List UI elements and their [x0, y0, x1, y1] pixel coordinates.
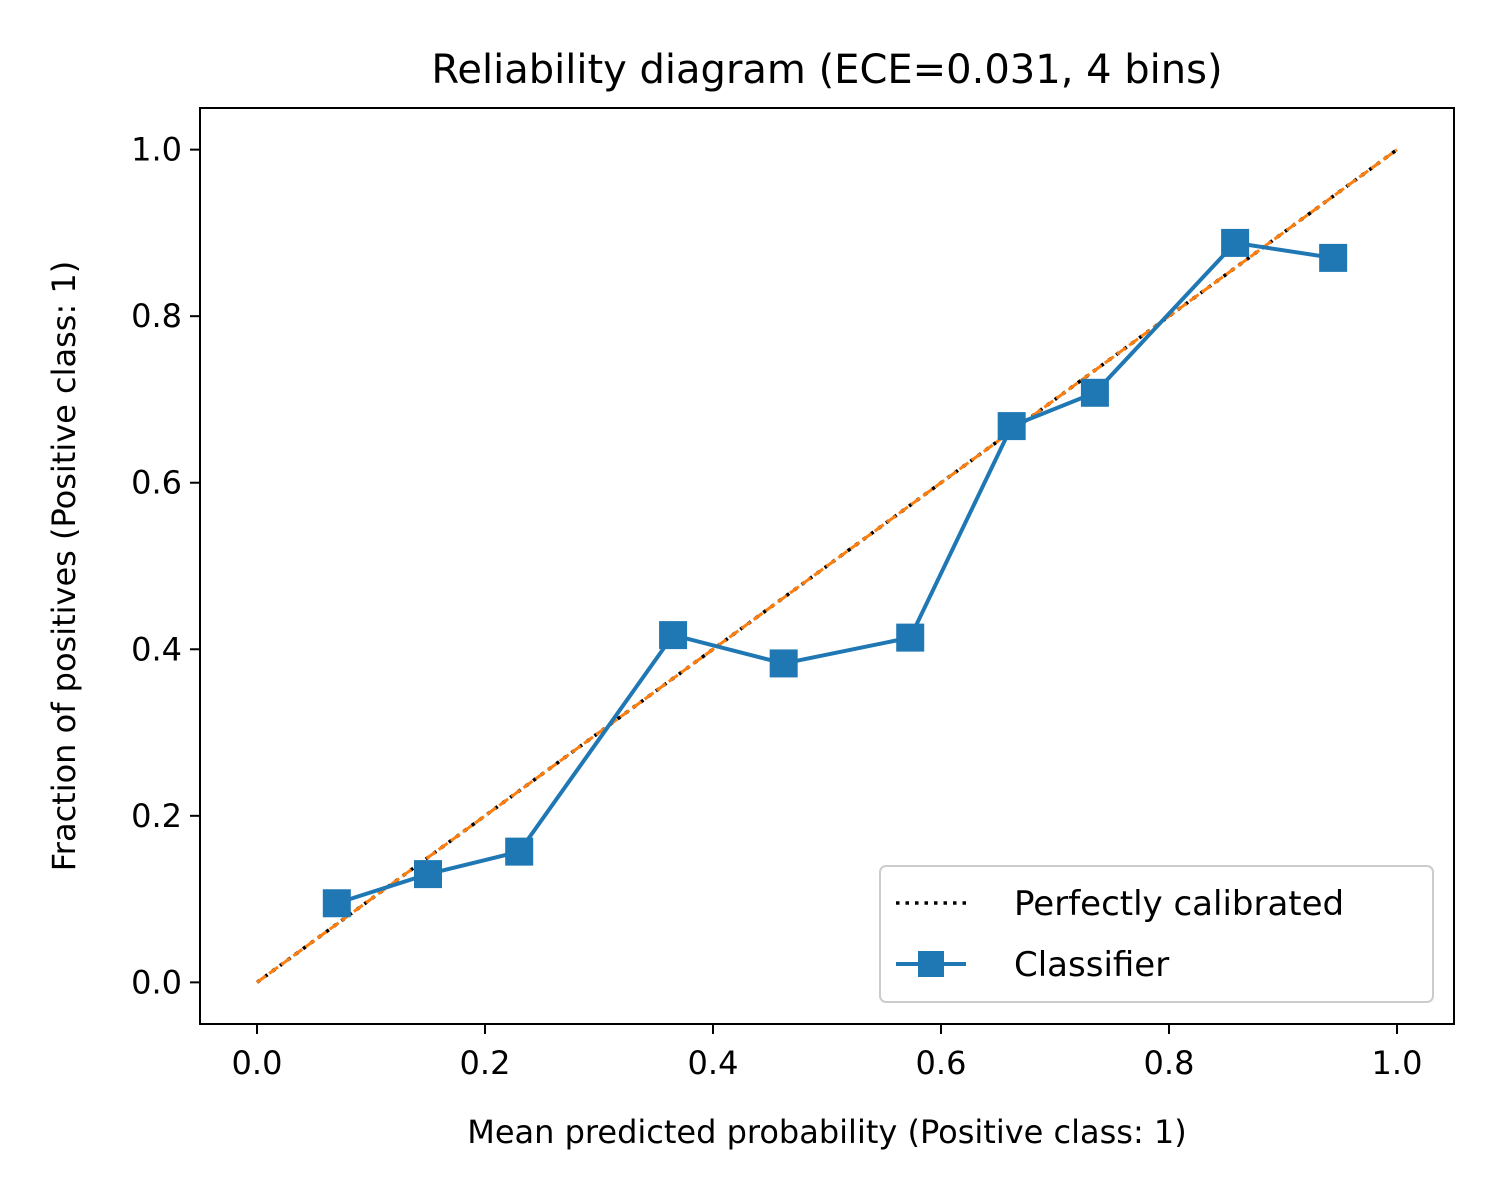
plot-frame: [199, 107, 1455, 1025]
classifier-point: [414, 860, 442, 889]
x-tick-label: 1.0: [1372, 1044, 1423, 1082]
y-tick-label: 0.2: [131, 797, 182, 835]
legend-classifier-label: Classifier: [1014, 945, 1169, 985]
legend: Perfectly calibrated Classifier: [879, 865, 1434, 1003]
x-tick-label: 0.2: [460, 1044, 511, 1082]
x-axis-ticks: 0.0 0.2 0.4 0.6 0.8 1.0: [232, 1024, 1423, 1082]
x-axis-label: Mean predicted probability (Positive cla…: [467, 1113, 1186, 1151]
x-tick-label: 0.0: [232, 1044, 283, 1082]
classifier-point: [322, 889, 351, 918]
legend-box: [879, 865, 1434, 1003]
y-tick-label: 1.0: [131, 131, 182, 169]
classifier-point: [997, 412, 1026, 441]
x-tick-label: 0.6: [916, 1044, 967, 1082]
y-tick-label: 0.8: [131, 297, 182, 335]
chart-title: Reliability diagram (ECE=0.031, 4 bins): [431, 47, 1222, 93]
y-tick-label: 0.6: [131, 464, 182, 502]
y-axis-label: Fraction of positives (Positive class: 1…: [45, 261, 83, 872]
classifier-point: [1221, 228, 1250, 257]
classifier-line: [336, 240, 1334, 906]
x-tick-label: 0.8: [1144, 1044, 1195, 1082]
y-tick-label: 0.4: [131, 630, 182, 668]
classifier-point: [896, 623, 925, 652]
y-tick-label: 0.0: [131, 963, 182, 1001]
legend-classifier-marker-icon: [918, 951, 944, 977]
x-tick-label: 0.4: [688, 1044, 739, 1082]
classifier-point: [505, 837, 534, 866]
diagonal-dashed-line: [256, 148, 1398, 984]
classifier-point: [1080, 378, 1109, 407]
classifier-point: [769, 649, 798, 678]
y-axis-ticks: 0.0 0.2 0.4 0.6 0.8 1.0: [131, 131, 200, 1001]
classifier-point: [659, 621, 688, 650]
legend-perfect-label: Perfectly calibrated: [1014, 884, 1344, 924]
plot-area: [255, 148, 1399, 984]
classifier-point: [1319, 243, 1348, 272]
